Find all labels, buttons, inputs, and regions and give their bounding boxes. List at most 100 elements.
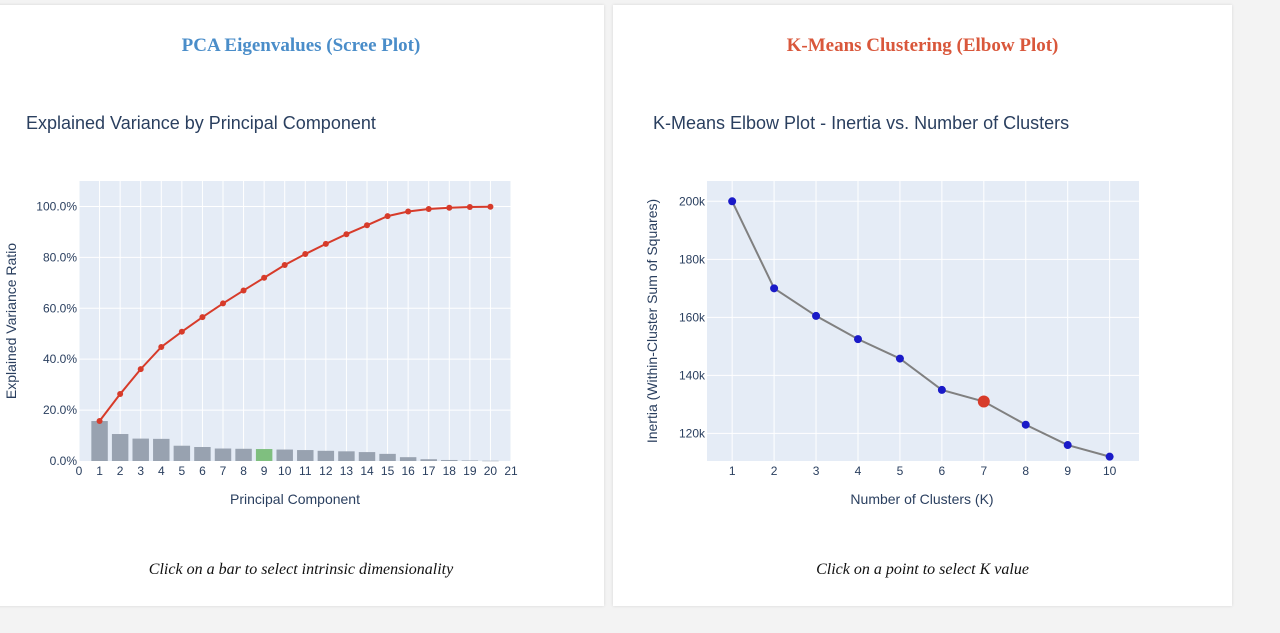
scree-bar-5[interactable] (173, 445, 191, 461)
cumulative-variance-point (364, 222, 370, 229)
scree-x-tick-label: 14 (360, 464, 374, 478)
scree-bar-18[interactable] (441, 459, 458, 461)
scree-x-tick-label: 21 (504, 464, 518, 478)
inertia-line (731, 200, 1110, 458)
elbow-chart-title: K-Means Elbow Plot - Inertia vs. Number … (653, 113, 1069, 133)
elbow-point-k2[interactable] (770, 284, 779, 293)
scree-bar-16[interactable] (399, 457, 417, 461)
cumulative-variance-point (446, 204, 453, 211)
scree-x-axis-title: Principal Component (230, 491, 360, 507)
scree-x-tick-label: 15 (381, 464, 395, 478)
scree-x-tick-label: 10 (278, 464, 292, 478)
cumulative-variance-line (98, 205, 491, 422)
elbow-y-tick-label: 180k (679, 252, 706, 266)
elbow-point-k9[interactable] (1063, 441, 1072, 450)
cumulative-variance-point (384, 213, 391, 220)
scree-chart-title: Explained Variance by Principal Componen… (26, 113, 376, 133)
elbow-point-k6[interactable] (937, 385, 946, 394)
elbow-x-tick-label: 1 (729, 464, 736, 478)
elbow-point-k1[interactable] (728, 197, 737, 206)
scree-y-tick-label: 0.0% (50, 454, 78, 468)
scree-bar-1[interactable] (91, 421, 108, 461)
scree-bar-20[interactable] (482, 460, 499, 462)
scree-x-tick-label: 2 (117, 464, 124, 478)
cumulative-variance-point (425, 206, 432, 212)
elbow-x-tick-label: 4 (855, 464, 862, 478)
scree-bar-9[interactable] (255, 449, 273, 461)
elbow-x-tick-label: 7 (980, 464, 987, 478)
kmeans-panel-caption: Click on a point to select K value (816, 561, 1029, 578)
elbow-y-axis-title: Inertia (Within-Cluster Sum of Squares) (644, 199, 660, 443)
scree-y-tick-label: 60.0% (43, 301, 77, 315)
elbow-x-tick-label: 8 (1022, 464, 1029, 478)
scree-x-tick-label: 11 (299, 464, 312, 478)
scree-bar-2[interactable] (111, 434, 129, 461)
scree-bar-3[interactable] (132, 438, 149, 461)
elbow-y-tick-label: 200k (679, 194, 706, 208)
scree-y-tick-label: 100.0% (36, 199, 77, 213)
cumulative-variance-point (405, 208, 412, 215)
elbow-point-k5[interactable] (895, 354, 904, 363)
cumulative-variance-point (261, 274, 268, 281)
elbow-point-k7[interactable] (977, 395, 990, 408)
elbow-y-tick-label: 140k (679, 368, 706, 382)
scree-bar-15[interactable] (379, 453, 396, 461)
cumulative-variance-point (117, 391, 124, 398)
cumulative-variance-point (322, 240, 329, 247)
scree-bar-11[interactable] (297, 450, 314, 461)
cumulative-variance-point (240, 287, 247, 294)
scree-x-tick-label: 13 (340, 464, 354, 478)
elbow-y-tick-label: 120k (679, 426, 706, 440)
scree-y-tick-label: 20.0% (43, 403, 77, 417)
scree-x-tick-label: 5 (179, 464, 186, 478)
scree-bar-4[interactable] (153, 438, 170, 461)
scree-bar-7[interactable] (214, 448, 232, 461)
scree-x-tick-label: 0 (76, 464, 83, 478)
elbow-point-k4[interactable] (853, 335, 862, 344)
cumulative-variance-point (302, 251, 309, 258)
scree-bar-19[interactable] (461, 460, 479, 461)
pca-panel-caption: Click on a bar to select intrinsic dimen… (148, 561, 454, 578)
scree-x-tick-label: 17 (422, 464, 436, 478)
scree-bar-6[interactable] (194, 447, 211, 461)
cumulative-variance-point (158, 343, 165, 350)
kmeans-panel-title: K-Means Clustering (Elbow Plot) (786, 35, 1059, 56)
cumulative-variance-point (343, 231, 350, 238)
scree-bar-17[interactable] (420, 459, 437, 461)
scree-x-tick-label: 18 (443, 464, 457, 478)
cumulative-variance-point (220, 300, 226, 307)
scree-x-tick-label: 16 (401, 464, 415, 478)
elbow-point-k8[interactable] (1021, 420, 1030, 429)
scree-x-tick-label: 7 (220, 464, 227, 478)
scree-bar-13[interactable] (338, 451, 355, 461)
elbow-plot-area (707, 181, 1139, 461)
elbow-x-tick-label: 9 (1064, 464, 1071, 478)
elbow-x-tick-label: 5 (897, 464, 904, 478)
cumulative-variance-point (466, 203, 473, 210)
scree-bar-12[interactable] (317, 450, 335, 461)
scree-x-tick-label: 6 (199, 464, 206, 478)
elbow-x-tick-label: 10 (1103, 464, 1117, 478)
scree-y-tick-label: 40.0% (43, 352, 77, 366)
scree-bar-8[interactable] (235, 448, 252, 461)
cumulative-variance-point (487, 203, 494, 210)
scree-y-axis-title: Explained Variance Ratio (3, 243, 19, 399)
scree-plot-area (79, 181, 511, 461)
elbow-x-tick-label: 2 (771, 464, 778, 478)
scree-bar-10[interactable] (276, 449, 293, 461)
cumulative-variance-point (199, 314, 206, 321)
elbow-x-axis-title: Number of Clusters (K) (850, 491, 993, 507)
elbow-point-k10[interactable] (1105, 452, 1114, 461)
scree-x-tick-label: 3 (137, 464, 144, 478)
scree-x-tick-label: 20 (484, 464, 498, 478)
scree-bar-14[interactable] (358, 452, 376, 461)
scree-x-tick-label: 4 (158, 464, 165, 478)
scree-x-tick-label: 1 (96, 464, 103, 478)
elbow-point-k3[interactable] (812, 311, 821, 320)
pca-panel-title: PCA Eigenvalues (Scree Plot) (181, 35, 421, 56)
cumulative-variance-point (178, 328, 185, 335)
elbow-x-tick-label: 3 (813, 464, 820, 478)
scree-x-tick-label: 8 (240, 464, 247, 478)
